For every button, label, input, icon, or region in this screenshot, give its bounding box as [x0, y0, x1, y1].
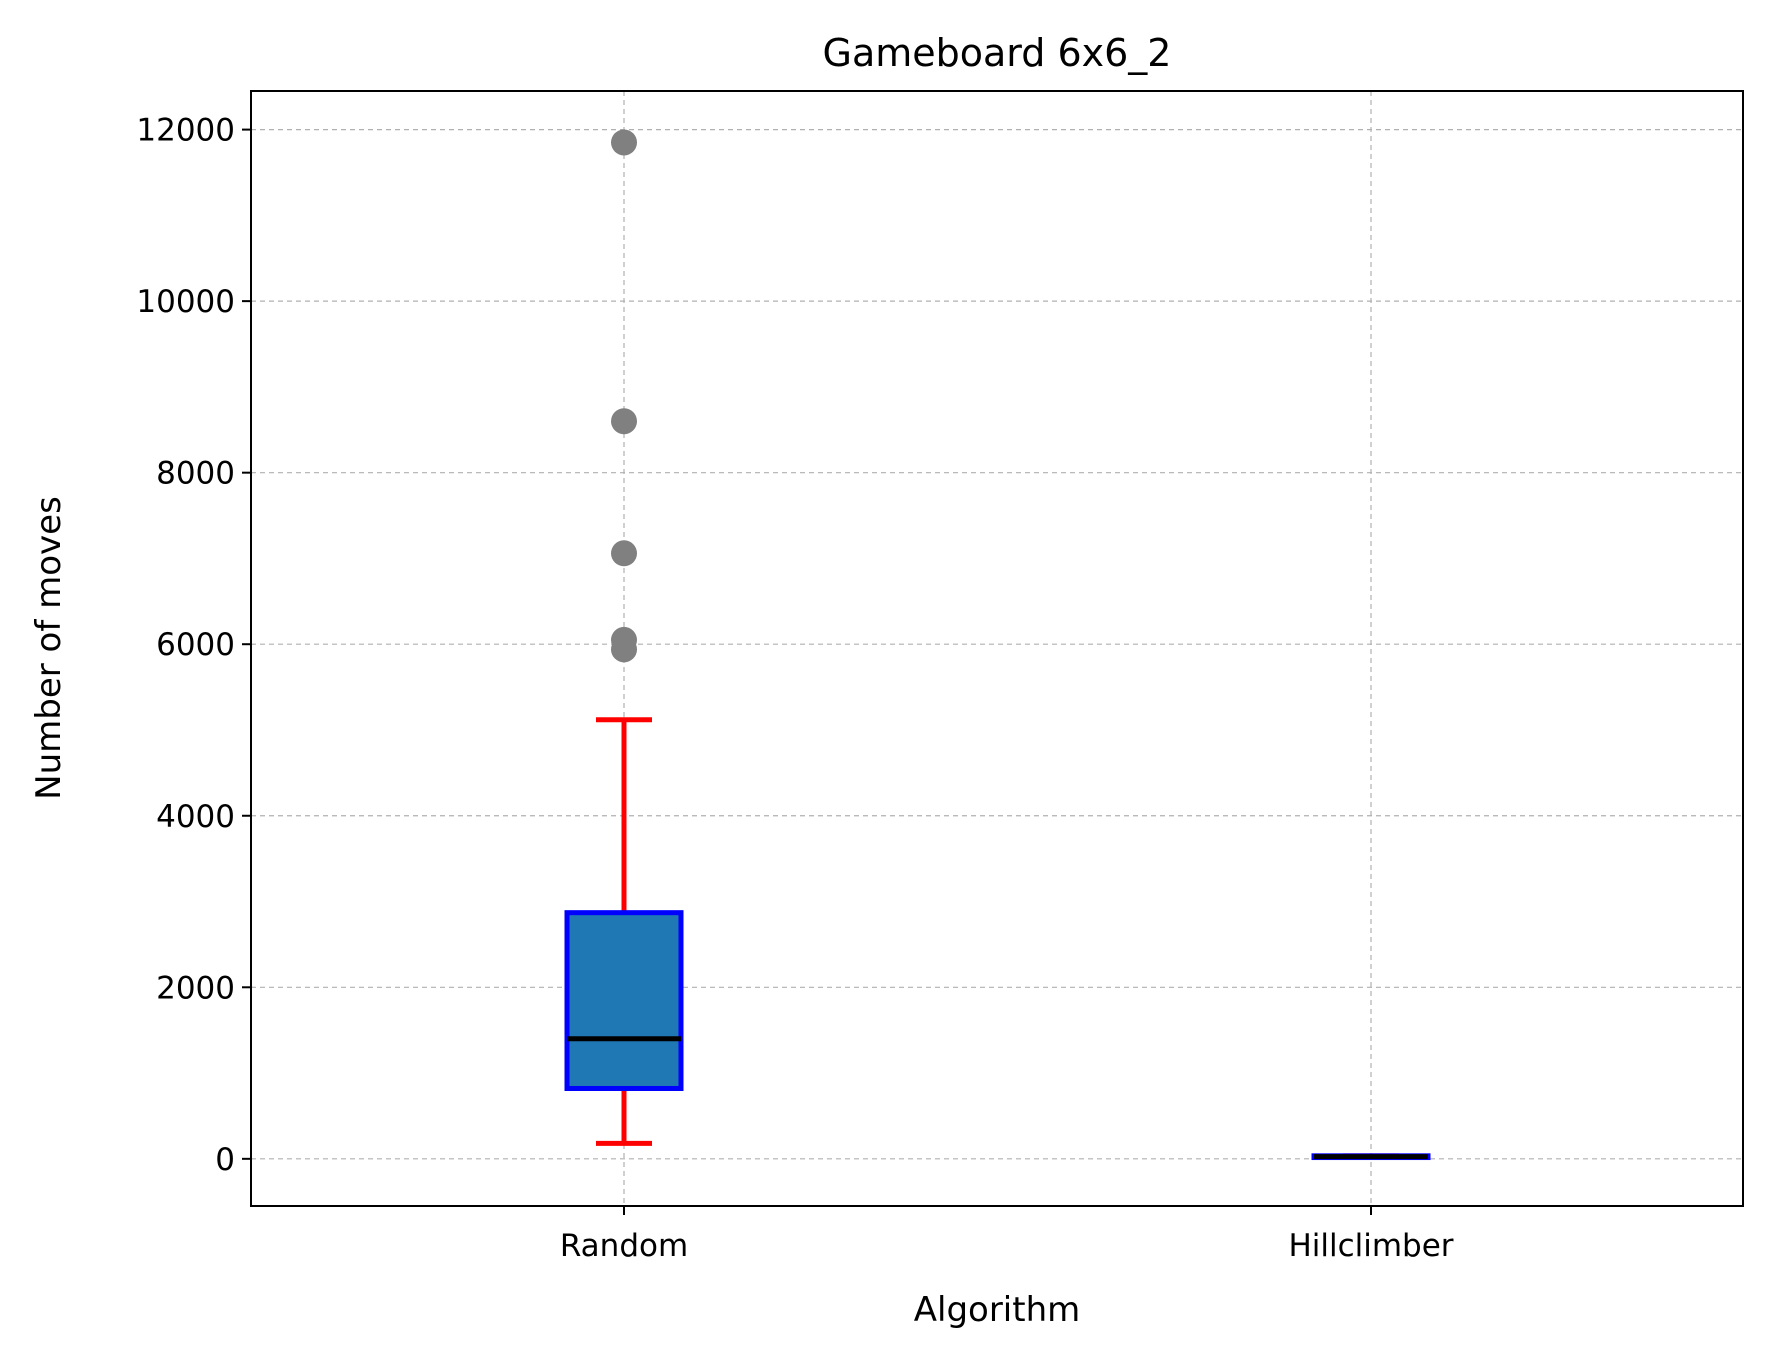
y-tick-label: 6000 [156, 627, 235, 663]
y-tick-label: 0 [215, 1142, 235, 1178]
boxes [564, 129, 1431, 1161]
box-group [1311, 1153, 1431, 1161]
y-tick-label: 2000 [156, 970, 235, 1006]
outlier-point [611, 626, 637, 653]
y-tick-label: 8000 [156, 456, 235, 492]
axis-ticks: 0 2000 4000 6000 8000 10000 12000 Random Hillcli… [136, 113, 1453, 1264]
box-iqr [564, 910, 684, 1091]
outlier-point [611, 129, 637, 156]
outlier-point [611, 540, 637, 567]
y-tick-label: 4000 [156, 799, 235, 835]
outlier-point [611, 408, 637, 435]
plot-frame [250, 90, 1744, 1207]
y-tick-label: 12000 [136, 113, 235, 149]
x-axis-label: Algorithm [914, 1290, 1081, 1330]
y-axis-label: Number of moves [29, 496, 69, 800]
box-group [564, 129, 684, 1146]
x-tick-label: Random [560, 1228, 688, 1264]
y-tick-label: 10000 [136, 284, 235, 320]
chart-title: Gameboard 6x6_2 [823, 31, 1172, 75]
x-tick-label: Hillclimber [1288, 1228, 1453, 1264]
